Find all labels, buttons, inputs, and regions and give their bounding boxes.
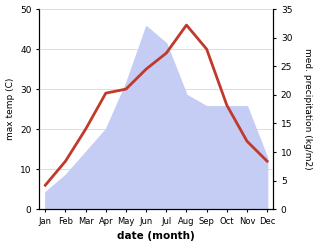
Y-axis label: max temp (C): max temp (C) xyxy=(5,78,15,140)
Y-axis label: med. precipitation (kg/m2): med. precipitation (kg/m2) xyxy=(303,48,313,170)
X-axis label: date (month): date (month) xyxy=(117,231,195,242)
